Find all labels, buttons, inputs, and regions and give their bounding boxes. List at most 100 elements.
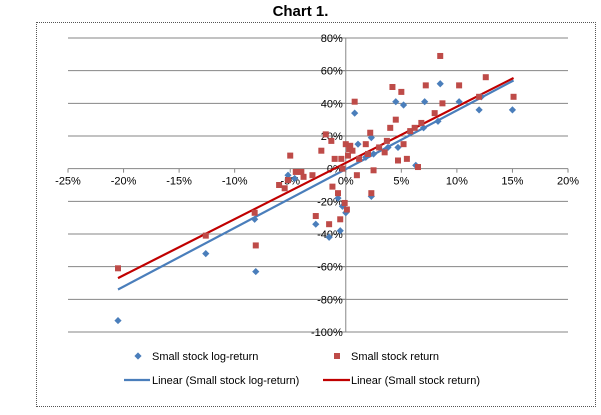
x-tick-label-8: 15%	[501, 176, 523, 188]
trendline-1	[117, 77, 515, 280]
trendlines	[117, 77, 515, 291]
legend-label-linear-return: Linear (Small stock return)	[351, 375, 480, 387]
point-s1-44	[395, 157, 401, 164]
legend: Small stock log-return Small stock return…	[124, 351, 480, 387]
y-tick-label-1: -80%	[317, 294, 343, 306]
point-s1-36	[368, 190, 375, 197]
point-s1-32	[356, 155, 363, 162]
point-s0-5	[291, 174, 299, 183]
point-s1-47	[403, 155, 410, 162]
point-s1-51	[418, 119, 425, 126]
point-s0-23	[436, 80, 444, 88]
point-s1-24	[342, 141, 349, 148]
y-tick-label-0: -100%	[311, 327, 343, 339]
point-s1-19	[335, 190, 341, 197]
y-tick-label-9: 80%	[321, 33, 343, 45]
point-s1-59	[510, 93, 517, 100]
point-s0-4	[284, 171, 292, 179]
point-s0-20	[419, 124, 428, 132]
point-s1-3	[251, 209, 258, 216]
point-s1-57	[476, 93, 483, 100]
point-s0-12	[351, 109, 359, 117]
point-s0-22	[434, 117, 442, 125]
point-s0-18	[399, 101, 408, 109]
point-s1-58	[482, 74, 489, 81]
point-s1-43	[392, 116, 399, 123]
tick-labels: -25%-20%-15%-10%-5%0%5%10%15%20%-100%-80…	[55, 33, 579, 339]
point-s0-1	[202, 250, 210, 258]
y-tick-label-7: 40%	[321, 98, 343, 110]
point-s1-16	[328, 137, 335, 144]
point-s1-25	[343, 206, 350, 213]
point-s1-49	[411, 124, 418, 131]
point-s1-50	[415, 164, 421, 171]
chart-title: Chart 1.	[272, 3, 329, 20]
point-s0-17	[394, 143, 402, 152]
point-s0-29	[369, 150, 378, 158]
data-points	[114, 52, 517, 325]
point-s1-46	[400, 141, 407, 148]
x-tick-label-3: -10%	[222, 176, 248, 188]
chart-frame	[36, 22, 596, 407]
legend-marker-return	[334, 353, 340, 359]
point-s1-12	[312, 213, 319, 220]
point-s1-35	[367, 129, 374, 136]
legend-label-linear-log-return: Linear (Small stock log-return)	[152, 375, 299, 387]
point-s1-37	[370, 167, 377, 174]
point-s1-15	[326, 221, 333, 228]
point-s1-13	[318, 147, 325, 154]
point-s1-0	[115, 265, 121, 272]
point-s0-0	[114, 316, 122, 325]
point-s0-28	[354, 140, 362, 148]
x-tick-label-0: -25%	[55, 176, 81, 188]
point-s1-31	[353, 172, 360, 179]
point-s1-40	[383, 137, 390, 144]
point-s1-39	[381, 149, 388, 156]
point-s0-8	[334, 194, 342, 202]
legend-label-log-return: Small stock log-return	[152, 351, 258, 363]
point-s1-14	[322, 131, 329, 138]
point-s1-26	[345, 152, 351, 159]
point-s1-45	[398, 88, 405, 95]
point-s0-27	[508, 106, 517, 114]
point-s1-10	[300, 173, 307, 180]
point-s1-7	[287, 152, 294, 159]
point-s1-41	[387, 124, 394, 131]
point-s1-28	[347, 142, 354, 149]
x-tick-label-6: 5%	[393, 176, 409, 188]
x-tick-label-9: 20%	[557, 176, 579, 188]
x-tick-label-7: 10%	[446, 176, 468, 188]
point-s0-2	[252, 267, 260, 276]
point-s1-17	[329, 183, 336, 190]
point-s1-33	[362, 141, 369, 148]
point-s1-18	[331, 155, 338, 162]
point-s1-56	[456, 82, 463, 89]
point-s1-53	[431, 110, 438, 117]
point-s0-6	[312, 220, 320, 228]
axes	[67, 37, 569, 333]
point-s1-20	[337, 216, 344, 223]
x-tick-label-1: -20%	[111, 176, 137, 188]
y-tick-label-8: 60%	[321, 66, 343, 78]
legend-label-return: Small stock return	[351, 351, 439, 363]
point-s1-21	[338, 155, 345, 162]
point-s1-4	[276, 182, 283, 188]
trendline-0	[117, 79, 515, 291]
grid-lines	[68, 37, 568, 333]
point-s1-30	[351, 98, 358, 105]
point-s0-24	[455, 98, 463, 106]
point-s0-14	[367, 134, 375, 142]
point-s1-2	[252, 242, 259, 249]
point-s1-38	[376, 144, 383, 151]
x-tick-label-5: 0%	[338, 176, 354, 188]
point-s1-52	[422, 82, 429, 89]
point-s1-5	[281, 185, 288, 192]
point-s1-55	[439, 100, 446, 107]
point-s0-7	[325, 233, 333, 241]
legend-marker-log-return	[134, 352, 142, 360]
point-s0-30	[384, 143, 392, 152]
point-s1-54	[437, 52, 444, 59]
point-s1-23	[341, 199, 348, 206]
point-s1-29	[349, 147, 356, 154]
